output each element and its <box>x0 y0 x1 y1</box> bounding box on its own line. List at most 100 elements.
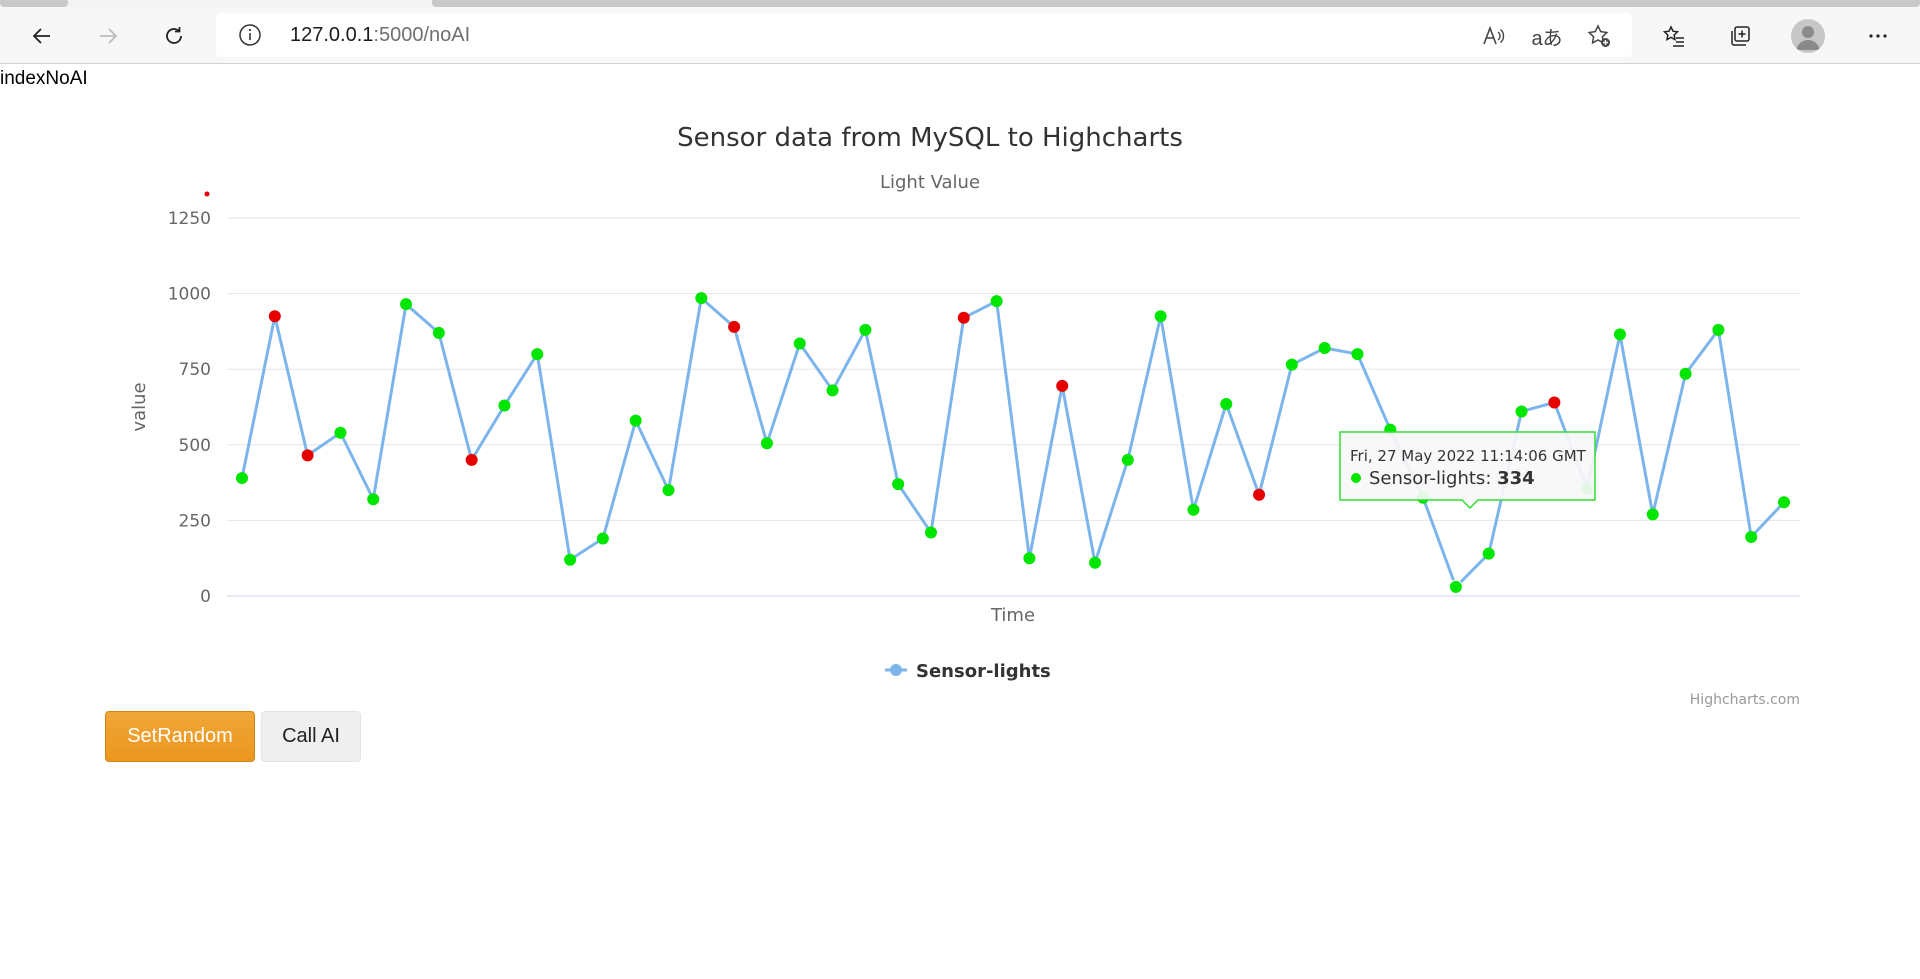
favorite-add-icon <box>1587 24 1610 47</box>
profile-button[interactable] <box>1791 19 1825 53</box>
data-point[interactable] <box>1778 496 1790 509</box>
legend-marker <box>890 664 902 676</box>
y-tick-label: 500 <box>179 436 211 456</box>
legend-label: Sensor-lights <box>916 661 1051 682</box>
data-point[interactable] <box>1712 323 1725 336</box>
data-point[interactable] <box>924 526 937 539</box>
more-icon <box>1869 34 1887 38</box>
data-point[interactable] <box>1285 358 1298 371</box>
set-random-button[interactable]: SetRandom <box>105 711 255 762</box>
chart-credits[interactable]: Highcharts.com <box>1690 692 1800 708</box>
data-point[interactable] <box>367 493 380 506</box>
data-point[interactable] <box>1351 348 1364 361</box>
data-point[interactable] <box>892 478 905 491</box>
data-point[interactable] <box>859 323 872 336</box>
y-tick-label: 1000 <box>168 285 211 305</box>
refresh-button[interactable] <box>156 18 192 54</box>
data-point[interactable] <box>400 298 413 311</box>
data-point[interactable] <box>1318 342 1331 355</box>
data-point[interactable] <box>1646 508 1659 521</box>
read-aloud-icon <box>1483 25 1505 45</box>
data-point[interactable] <box>268 310 281 323</box>
stray-red-dot <box>204 191 210 197</box>
tab-edge-right[interactable] <box>432 0 1920 7</box>
url-host: 127.0.0.1 <box>290 24 374 46</box>
tooltip-series-label: Sensor-lights: <box>1369 468 1497 489</box>
data-point[interactable] <box>1121 453 1134 466</box>
y-tick-label: 0 <box>200 587 211 607</box>
read-aloud-button[interactable] <box>1480 23 1506 49</box>
data-point[interactable] <box>760 437 773 450</box>
data-point[interactable] <box>1023 552 1036 565</box>
data-point[interactable] <box>695 292 708 305</box>
chart-title: Sensor data from MySQL to Highcharts <box>677 123 1183 153</box>
data-point[interactable] <box>1482 547 1495 560</box>
data-point[interactable] <box>1679 367 1692 380</box>
back-button[interactable] <box>24 18 60 54</box>
y-tick-label: 1250 <box>168 209 211 229</box>
data-point[interactable] <box>1548 396 1561 409</box>
data-point[interactable] <box>1089 556 1102 569</box>
data-point[interactable] <box>1220 397 1233 410</box>
data-point[interactable] <box>531 348 544 361</box>
data-point[interactable] <box>1056 379 1069 392</box>
tab-strip <box>0 0 1920 7</box>
data-point[interactable] <box>826 384 839 397</box>
data-point[interactable] <box>957 311 970 324</box>
y-axis-labels: 0 250 500 750 1000 1250 <box>168 209 211 607</box>
data-point[interactable] <box>1448 579 1463 594</box>
forward-button[interactable] <box>90 18 126 54</box>
profile-icon <box>1796 26 1820 50</box>
data-point[interactable] <box>334 426 347 439</box>
call-ai-button[interactable]: Call AI <box>261 711 361 762</box>
url-path: :5000/noAI <box>373 24 471 46</box>
data-point[interactable] <box>432 326 445 339</box>
tooltip: Fri, 27 May 2022 11:14:06 GMT Sensor-lig… <box>1339 431 1596 510</box>
favorites-icon <box>1662 25 1684 47</box>
translate-button[interactable]: aあ <box>1530 23 1564 50</box>
data-point[interactable] <box>236 472 248 485</box>
data-point[interactable] <box>1253 488 1266 501</box>
collections-button[interactable] <box>1722 18 1758 54</box>
data-point[interactable] <box>1613 328 1626 341</box>
add-favorite-button[interactable] <box>1586 23 1612 49</box>
data-point[interactable] <box>1515 405 1528 418</box>
data-point[interactable] <box>1154 310 1167 323</box>
tooltip-header: Fri, 27 May 2022 11:14:06 GMT <box>1350 447 1587 465</box>
x-axis-title: Time <box>990 605 1035 626</box>
data-point[interactable] <box>629 414 642 427</box>
data-point[interactable] <box>498 399 511 412</box>
data-point[interactable] <box>1745 531 1758 544</box>
data-point[interactable] <box>1187 503 1200 516</box>
tab-edge-left[interactable] <box>0 0 68 7</box>
tooltip-box <box>1339 431 1596 510</box>
grid-lines <box>227 217 1800 597</box>
data-point[interactable] <box>465 453 478 466</box>
address-bar[interactable]: 127.0.0.1:5000/noAI aあ <box>216 13 1632 57</box>
chart-container: Sensor data from MySQL to Highcharts Lig… <box>105 100 1805 710</box>
legend-item-sensor-lights[interactable]: Sensor-lights <box>885 661 1051 682</box>
y-tick-label: 750 <box>179 360 211 380</box>
data-point[interactable] <box>728 320 741 333</box>
info-icon[interactable] <box>238 23 262 47</box>
refresh-icon <box>166 27 182 44</box>
line-chart: Sensor data from MySQL to Highcharts Lig… <box>129 123 1800 708</box>
tooltip-marker <box>1351 473 1361 483</box>
data-point[interactable] <box>301 449 314 462</box>
collections-icon <box>1731 26 1750 46</box>
data-point[interactable] <box>596 532 609 545</box>
page-label: indexNoAI <box>0 68 88 89</box>
url-text[interactable]: 127.0.0.1:5000/noAI <box>290 24 470 47</box>
data-point[interactable] <box>662 484 675 497</box>
tooltip-value: 334 <box>1497 468 1535 489</box>
data-point[interactable] <box>990 295 1003 308</box>
chart-subtitle: Light Value <box>880 172 980 193</box>
translate-icon: aあ <box>1531 27 1563 50</box>
data-point[interactable] <box>793 337 806 350</box>
y-tick-label: 250 <box>179 511 211 531</box>
favorites-button[interactable] <box>1656 18 1692 54</box>
back-icon <box>32 28 50 44</box>
data-point[interactable] <box>564 553 577 566</box>
y-axis-title: value <box>129 382 150 431</box>
more-button[interactable] <box>1860 18 1896 54</box>
